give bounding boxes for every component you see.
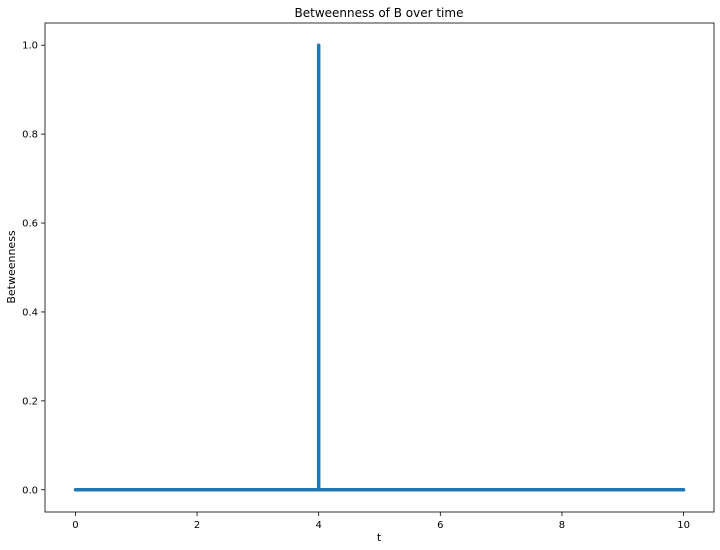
y-tick-label: 0.0 bbox=[22, 485, 38, 496]
x-tick-label: 10 bbox=[677, 520, 690, 531]
x-axis-ticks: 0 2 4 6 8 10 bbox=[72, 512, 690, 531]
x-tick-label: 2 bbox=[194, 520, 200, 531]
y-axis-label: Betweenness bbox=[5, 230, 18, 304]
y-tick-label: 1.0 bbox=[22, 41, 38, 52]
y-tick-label: 0.8 bbox=[22, 130, 38, 141]
chart-title: Betweenness of B over time bbox=[295, 6, 464, 20]
x-tick-label: 4 bbox=[315, 520, 321, 531]
y-axis-ticks: 0.0 0.2 0.4 0.6 0.8 1.0 bbox=[22, 41, 45, 496]
x-tick-label: 6 bbox=[437, 520, 443, 531]
plot-series-layer bbox=[73, 43, 686, 492]
series-line-0 bbox=[73, 43, 686, 492]
x-tick-label: 8 bbox=[559, 520, 565, 531]
plot-area-frame bbox=[44, 22, 715, 513]
y-tick-label: 0.4 bbox=[22, 307, 38, 318]
x-axis-label: t bbox=[377, 531, 382, 544]
y-tick-label: 0.2 bbox=[22, 396, 38, 407]
y-tick-label: 0.6 bbox=[22, 219, 38, 230]
x-tick-label: 0 bbox=[72, 520, 78, 531]
